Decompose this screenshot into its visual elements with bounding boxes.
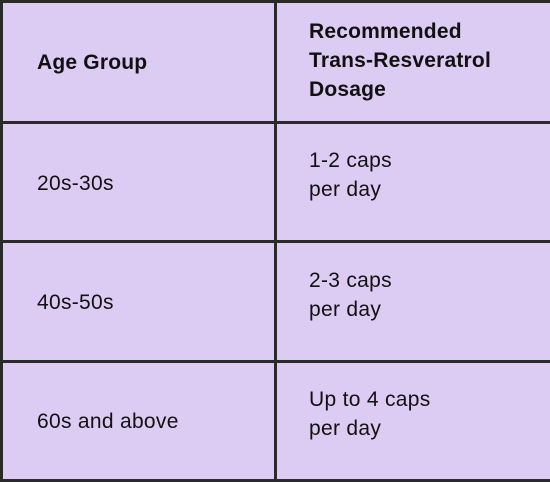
dosage-line-1: 2-3 caps [309,268,392,292]
header-dosage-label: Recommended Trans-Resveratrol Dosage [277,17,550,104]
dosage-value: Up to 4 caps per day [277,385,550,443]
table-header-row: Age Group Recommended Trans-Resveratrol … [0,0,550,125]
age-group-cell: 60s and above [0,359,277,482]
dosage-line-1: Up to 4 caps [309,387,431,411]
age-group-cell: 20s-30s [0,121,277,244]
table-row: 60s and above Up to 4 caps per day [0,359,550,482]
header-dosage-line-2: Trans-Resveratrol [309,48,491,72]
header-dosage-line-1: Recommended [309,19,462,43]
age-group-cell: 40s-50s [0,240,277,363]
age-group-value: 20s-30s [37,171,114,195]
dosage-line-2: per day [309,297,382,321]
dosage-line-2: per day [309,416,382,440]
dosage-line-1: 1-2 caps [309,149,392,173]
table-row: 20s-30s 1-2 caps per day [0,121,550,244]
dosage-cell: Up to 4 caps per day [274,359,550,482]
age-group-value: 40s-50s [37,291,114,315]
dosage-value: 2-3 caps per day [277,266,550,324]
dosage-cell: 1-2 caps per day [274,121,550,244]
header-dosage-line-3: Dosage [309,77,387,101]
header-cell-age-group: Age Group [0,0,277,125]
header-age-group-label: Age Group [37,50,148,74]
age-group-value: 60s and above [37,410,179,434]
header-cell-dosage: Recommended Trans-Resveratrol Dosage [274,0,550,125]
dosage-line-2: per day [309,178,382,202]
table-row: 40s-50s 2-3 caps per day [0,240,550,363]
dosage-value: 1-2 caps per day [277,146,550,204]
dosage-cell: 2-3 caps per day [274,240,550,363]
